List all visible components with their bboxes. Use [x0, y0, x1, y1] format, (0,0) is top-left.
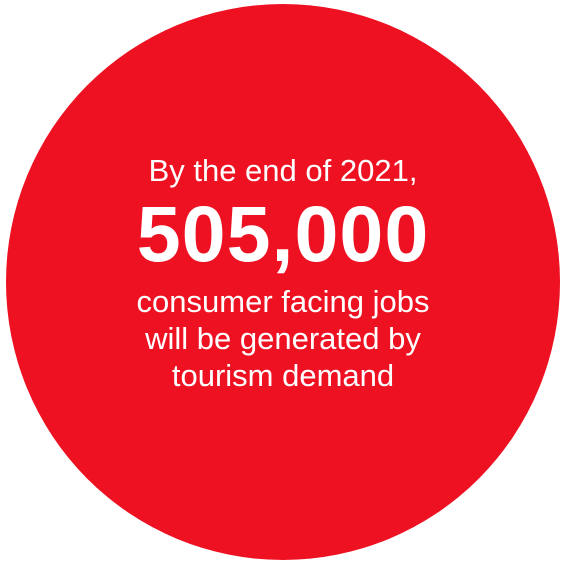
- stat-value: 505,000: [136, 188, 430, 278]
- stat-description: consumer facing jobs will be generated b…: [137, 283, 430, 394]
- stat-circle: By the end of 2021, 505,000 consumer fac…: [6, 4, 560, 560]
- stat-description-line: consumer facing jobs: [136, 283, 430, 319]
- stat-intro: By the end of 2021,: [148, 152, 418, 188]
- stat-description-line: will be generated by: [145, 320, 421, 356]
- stat-description-line: tourism demand: [171, 357, 395, 393]
